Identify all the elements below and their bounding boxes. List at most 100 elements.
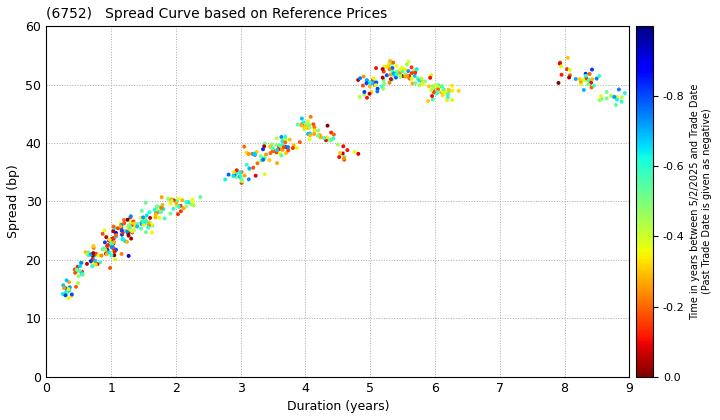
Point [172,211,184,218]
Point [121,239,132,245]
Point [587,76,598,82]
Point [354,94,366,100]
Point [304,130,315,137]
Point [140,229,152,236]
Point [151,203,163,210]
Point [413,77,425,84]
Point [442,94,454,101]
Point [60,291,72,298]
Point [239,172,251,179]
Point [76,260,87,266]
Point [608,94,620,100]
Point [139,220,150,227]
Point [165,210,176,217]
Point [297,121,308,127]
Point [96,252,107,259]
Point [61,285,73,292]
Point [75,259,86,266]
Point [364,90,375,97]
Point [97,231,109,237]
Point [135,215,146,221]
Point [432,86,444,93]
Point [83,249,94,256]
Point [395,68,407,74]
Point [279,134,291,140]
Point [128,220,140,227]
Point [236,176,248,183]
Point [359,89,370,95]
Point [390,74,402,81]
Point [276,138,288,144]
Point [145,221,157,228]
Point [144,209,156,215]
Point [107,244,119,251]
Point [279,139,291,146]
Point [431,90,442,97]
Point [377,85,389,92]
Y-axis label: Spread (bp): Spread (bp) [7,165,20,238]
Point [588,82,600,89]
Point [354,75,366,81]
Point [89,258,100,265]
Point [582,81,594,88]
Point [387,59,399,66]
Point [371,79,382,86]
Point [106,236,117,243]
Point [402,72,413,79]
Point [384,71,396,78]
Point [395,69,406,76]
Point [616,98,627,105]
Point [267,148,279,155]
Point [339,153,351,160]
Point [243,151,254,158]
Point [81,260,93,267]
Point [118,220,130,227]
Point [399,66,410,73]
Point [395,66,406,73]
Point [91,261,103,268]
Point [87,252,99,259]
Point [267,145,279,152]
Y-axis label: Time in years between 5/2/2025 and Trade Date
(Past Trade Date is given as negat: Time in years between 5/2/2025 and Trade… [690,83,711,320]
Point [593,73,605,79]
Point [235,180,247,186]
Point [255,153,266,160]
Point [100,247,112,253]
Point [108,223,120,230]
Point [364,79,375,86]
Point [153,214,165,221]
Point [123,227,135,234]
Point [72,263,84,270]
Point [417,79,428,86]
Point [166,197,177,204]
Point [183,199,194,206]
Point [249,152,261,158]
Point [556,71,567,78]
Point [282,147,294,154]
Point [146,229,158,236]
Point [341,147,353,153]
Point [324,137,336,144]
Point [274,142,285,149]
Point [109,247,120,254]
Point [122,228,133,235]
Point [596,96,608,102]
Point [554,60,566,67]
Point [274,143,285,150]
Point [260,151,271,158]
Point [403,73,415,80]
Text: (6752)   Spread Curve based on Reference Prices: (6752) Spread Curve based on Reference P… [46,7,387,21]
Point [274,142,286,149]
Point [108,245,120,252]
Point [112,225,124,232]
Point [383,61,395,68]
Point [236,178,248,185]
Point [84,252,95,259]
Point [397,73,408,79]
Point [188,202,199,209]
Point [96,246,108,253]
Point [248,164,259,171]
Point [369,81,381,88]
Point [611,96,623,103]
Point [111,233,122,240]
